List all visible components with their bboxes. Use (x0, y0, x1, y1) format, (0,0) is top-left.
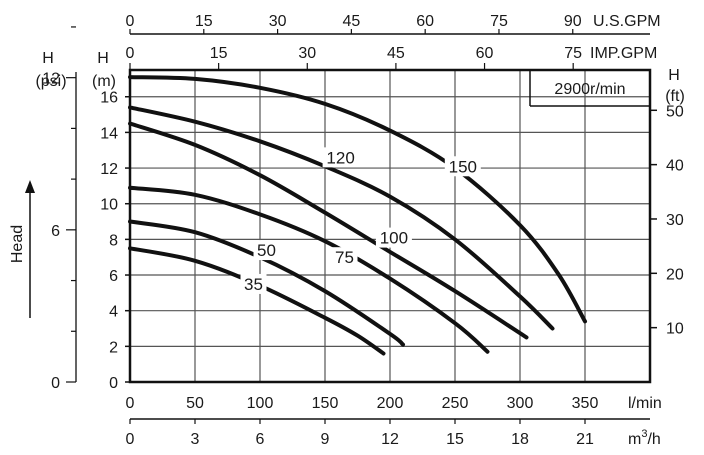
x-lmin-tick-label: 250 (442, 395, 469, 412)
y-psi-tick-label: 6 (51, 223, 60, 240)
x-lmin-tick-label: 300 (507, 395, 534, 412)
y-ft-axis-unit: (ft) (665, 88, 685, 105)
x-lmin-tick-label: 200 (377, 395, 404, 412)
x-lmin-tick-label: 100 (247, 395, 274, 412)
x-usgpm-tick-label: 30 (269, 13, 287, 30)
x-impgpm-tick-label: 30 (298, 45, 316, 62)
y-m-tick-label: 10 (100, 197, 118, 214)
y-m-tick-label: 4 (109, 304, 118, 321)
curve-label-75: 75 (335, 248, 354, 267)
y-m-tick-label: 14 (100, 125, 118, 142)
curve-label-100: 100 (380, 229, 408, 248)
curve-label-bg (375, 227, 412, 248)
x-impgpm-axis-label: IMP.GPM (590, 45, 657, 62)
y-m-axis-unit: (m) (92, 73, 116, 90)
x-impgpm-tick-label: 60 (476, 45, 494, 62)
y-ft-tick-label: 50 (666, 103, 684, 120)
curve-50 (128, 219, 405, 347)
curve-75 (128, 185, 490, 354)
x-lmin-axis-label: l/min (628, 395, 662, 412)
y-ft-tick-label: 20 (666, 266, 684, 283)
curve-100 (128, 121, 529, 340)
y-psi-tick-label: 12 (42, 71, 60, 88)
y-ft-tick-label: 40 (666, 158, 684, 175)
curve-label-50: 50 (257, 241, 276, 260)
curve-label-bg (331, 247, 358, 268)
x-impgpm-tick-label: 45 (387, 45, 405, 62)
curve-120 (128, 105, 555, 331)
x-m3h-tick-label: 6 (256, 431, 265, 448)
curve-label-120: 120 (326, 148, 354, 167)
curve-label-bg (253, 240, 280, 261)
y-psi-tick-label: 0 (51, 375, 60, 392)
head-arrow-icon (25, 180, 35, 193)
x-usgpm-tick-label: 90 (564, 13, 582, 30)
y-m-tick-label: 0 (109, 375, 118, 392)
y-ft-axis-label: H (668, 67, 680, 84)
x-impgpm-tick-label: 0 (126, 45, 135, 62)
x-impgpm-tick-label: 15 (210, 45, 228, 62)
y-psi-axis-unit: (psi) (35, 73, 66, 90)
x-usgpm-tick-label: 0 (126, 13, 135, 30)
curve-label-bg (240, 273, 267, 294)
curve-label-150: 150 (449, 157, 477, 176)
x-usgpm-tick-label: 60 (416, 13, 434, 30)
y-m-tick-label: 6 (109, 268, 118, 285)
x-m3h-tick-label: 18 (511, 431, 529, 448)
x-impgpm-tick-label: 75 (564, 45, 582, 62)
y-m-tick-label: 12 (100, 161, 118, 178)
x-m3h-tick-label: 3 (191, 431, 200, 448)
y-ft-tick-label: 10 (666, 321, 684, 338)
x-lmin-tick-label: 50 (186, 395, 204, 412)
x-m3h-tick-label: 0 (126, 431, 135, 448)
speed-label: 2900r/min (554, 81, 625, 98)
x-lmin-tick-label: 150 (312, 395, 339, 412)
y-ft-tick-label: 30 (666, 212, 684, 229)
curve-label-bg (444, 156, 481, 177)
y-psi-axis-label: H (42, 50, 54, 67)
x-usgpm-tick-label: 15 (195, 13, 213, 30)
y-m-tick-label: 8 (109, 232, 118, 249)
curve-label-bg (322, 147, 359, 168)
y-m-tick-label: 16 (100, 90, 118, 107)
curve-150 (128, 75, 587, 324)
x-usgpm-tick-label: 45 (342, 13, 360, 30)
x-usgpm-tick-label: 75 (490, 13, 508, 30)
x-m3h-tick-label: 12 (381, 431, 399, 448)
curve-35 (128, 246, 386, 356)
x-lmin-tick-label: 350 (572, 395, 599, 412)
plot-frame (128, 68, 652, 384)
x-m3h-tick-label: 9 (321, 431, 330, 448)
x-m3h-tick-label: 15 (446, 431, 464, 448)
x-m3h-tick-label: 21 (576, 431, 594, 448)
x-lmin-tick-label: 0 (126, 395, 135, 412)
head-label: Head (9, 225, 26, 263)
y-m-axis-label: H (97, 50, 109, 67)
y-m-tick-label: 2 (109, 339, 118, 356)
curve-label-35: 35 (244, 275, 263, 294)
x-usgpm-axis-label: U.S.GPM (593, 13, 661, 30)
x-m3h-axis-label: m3/h (628, 428, 661, 448)
